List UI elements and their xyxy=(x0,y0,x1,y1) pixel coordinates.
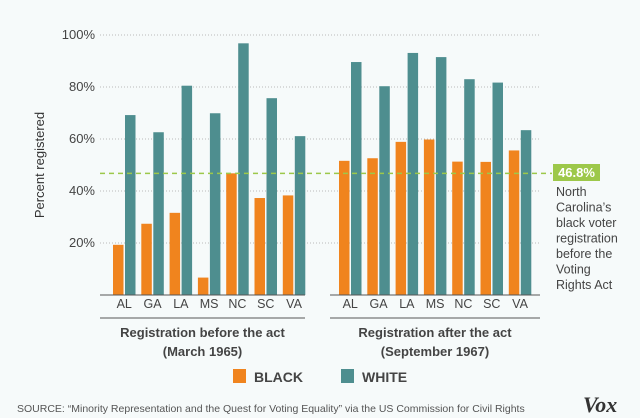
y-tick-label: 80% xyxy=(69,79,95,94)
annotation-line: Voting xyxy=(556,263,591,277)
x-tick-label: LA xyxy=(173,297,189,311)
bar-black-nc xyxy=(226,173,237,295)
x-tick-label: GA xyxy=(370,297,389,311)
bar-black-sc xyxy=(254,198,265,295)
x-tick-label: MS xyxy=(200,297,219,311)
bar-black-va xyxy=(508,150,520,295)
bar-white-va xyxy=(520,130,532,295)
legend-swatch-white xyxy=(341,369,354,383)
bar-black-va xyxy=(282,195,294,295)
y-tick-label: 40% xyxy=(69,183,95,198)
x-tick-label: SC xyxy=(257,297,274,311)
legend-swatch-black xyxy=(233,369,246,383)
x-tick-label: MS xyxy=(426,297,445,311)
bar-black-ms xyxy=(423,139,435,295)
bar-black-al xyxy=(339,160,350,295)
bar-white-va xyxy=(294,136,306,295)
annotation-line: before the xyxy=(556,247,612,261)
legend-label-white: WHITE xyxy=(362,369,407,385)
bar-white-al xyxy=(125,115,136,295)
bar-white-al xyxy=(351,62,362,295)
bar-white-la xyxy=(181,85,193,295)
bar-white-sc xyxy=(492,82,503,295)
x-tick-label: NC xyxy=(454,297,472,311)
y-tick-label: 20% xyxy=(69,235,95,250)
y-tick-label: 60% xyxy=(69,131,95,146)
group-sublabel: (March 1965) xyxy=(163,344,242,359)
bar-black-ga xyxy=(367,158,378,295)
bar-white-ga xyxy=(153,132,164,295)
annotation-line: North xyxy=(556,185,587,199)
annotation-line: black voter xyxy=(556,216,616,230)
bar-white-nc xyxy=(238,43,249,295)
bar-black-la xyxy=(169,212,181,295)
bar-white-ms xyxy=(435,57,447,295)
x-tick-label: NC xyxy=(228,297,246,311)
reference-label: 46.8% xyxy=(558,165,595,180)
bar-white-ms xyxy=(209,113,221,295)
bar-black-al xyxy=(113,244,124,295)
y-axis-label: Percent registered xyxy=(32,112,47,218)
bar-black-sc xyxy=(480,161,491,295)
x-tick-label: AL xyxy=(117,297,132,311)
bar-black-ms xyxy=(197,277,209,295)
legend-label-black: BLACK xyxy=(254,369,303,385)
annotation-line: Carolina’s xyxy=(556,201,611,215)
source-note: SOURCE: “Minority Representation and the… xyxy=(17,403,525,415)
y-tick-label: 100% xyxy=(62,27,96,42)
group-sublabel: (September 1967) xyxy=(381,344,489,359)
x-tick-label: VA xyxy=(512,297,528,311)
annotation-line: registration xyxy=(556,232,618,246)
vox-logo: Vox xyxy=(583,392,617,417)
annotation-line: Rights Act xyxy=(556,278,613,292)
bar-white-sc xyxy=(266,98,277,296)
x-tick-label: VA xyxy=(286,297,302,311)
x-tick-label: SC xyxy=(483,297,500,311)
x-tick-label: GA xyxy=(144,297,163,311)
bar-white-la xyxy=(407,52,419,295)
bar-white-nc xyxy=(464,79,475,295)
group-label: Registration after the act xyxy=(358,325,512,340)
bar-white-ga xyxy=(379,86,390,295)
bar-black-nc xyxy=(452,161,463,295)
x-tick-label: LA xyxy=(399,297,415,311)
x-tick-label: AL xyxy=(343,297,358,311)
bar-black-la xyxy=(395,141,407,295)
bar-black-ga xyxy=(141,223,152,295)
group-label: Registration before the act xyxy=(120,325,285,340)
reference-label-box xyxy=(553,164,600,181)
